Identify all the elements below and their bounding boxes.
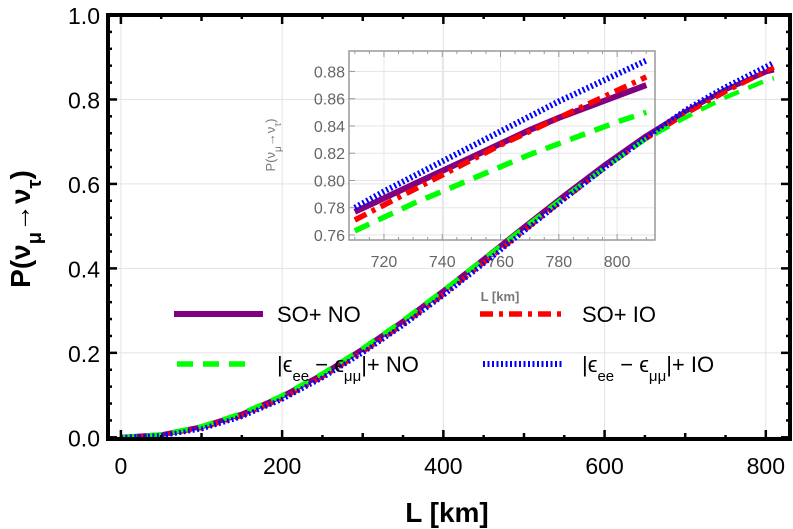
label-subscript: τ bbox=[273, 123, 284, 127]
inset-series-line bbox=[353, 109, 648, 234]
inset-x-tick-label: 780 bbox=[545, 254, 572, 271]
y-axis-label: P(νμ→ντ) bbox=[5, 170, 46, 288]
label-text: ) bbox=[263, 118, 278, 122]
inset-x-tick-label: 800 bbox=[604, 254, 631, 271]
label-subscript: μμ bbox=[649, 368, 666, 385]
inset-y-tick-label: 0.76 bbox=[314, 228, 345, 245]
legend: SO+ NO SO+ IO|ϵee − ϵμμ|+ NO |ϵee − ϵμμ|+ … bbox=[174, 302, 714, 385]
legend-label: SO+ IO bbox=[582, 302, 656, 327]
inset-y-tick-label: 0.78 bbox=[314, 201, 345, 218]
label-text: P(ν bbox=[263, 152, 278, 172]
series-line bbox=[120, 65, 775, 439]
inset-curves bbox=[353, 57, 648, 234]
inset-series-line bbox=[353, 74, 648, 223]
inset-y-tick-label: 0.82 bbox=[314, 146, 345, 163]
y-tick-label: 0.0 bbox=[68, 425, 100, 451]
label-text: ) bbox=[5, 170, 36, 179]
label-text: SO+ IO bbox=[582, 302, 656, 327]
legend-label: |ϵee − ϵμμ|+ NO bbox=[277, 352, 419, 385]
inset-series-line bbox=[353, 57, 648, 211]
label-subscript: μμ bbox=[344, 368, 361, 385]
y-tick-label: 0.2 bbox=[68, 341, 100, 367]
inset-x-tick-label: 740 bbox=[429, 254, 456, 271]
label-text: →ν bbox=[5, 188, 36, 232]
y-tick-label: 0.6 bbox=[68, 172, 100, 198]
legend-item: |ϵee − ϵμμ|+ NO bbox=[177, 352, 419, 385]
inset-frame bbox=[348, 50, 656, 241]
main-frame: 0 200 400 600 800 0.0 0.2 0.4 0.6 0.8 1.0 bbox=[68, 3, 792, 479]
label-subscript: μ bbox=[273, 146, 284, 152]
x-tick-label: 0 bbox=[114, 453, 127, 479]
inset-y-tick-label: 0.88 bbox=[314, 64, 345, 81]
label-text: SO+ NO bbox=[277, 302, 361, 327]
label-text: |+ NO bbox=[361, 352, 419, 377]
plot-frame bbox=[106, 13, 792, 441]
legend-label: |ϵee − ϵμμ|+ IO bbox=[582, 352, 714, 385]
label-text: P(ν bbox=[5, 244, 36, 288]
label-subscript: μ bbox=[24, 232, 46, 244]
label-text: →ν bbox=[263, 127, 278, 147]
label-text: |ϵ bbox=[277, 352, 292, 377]
inset-plot: 720 740 760 780 800 0.76 0.78 0.80 0.82 0.84 0.86 0… bbox=[263, 50, 656, 304]
inset-y-tick-label: 0.86 bbox=[314, 92, 345, 109]
legend-item: |ϵee − ϵμμ|+ IO bbox=[483, 352, 714, 385]
label-text: − ϵ bbox=[309, 352, 344, 377]
series-line bbox=[120, 60, 776, 439]
label-text: − ϵ bbox=[614, 352, 649, 377]
label-text: |+ IO bbox=[666, 352, 714, 377]
inset-y-axis-label: P(νμ→ντ) bbox=[263, 118, 284, 171]
y-tick-label: 1.0 bbox=[68, 3, 100, 29]
legend-label: SO+ NO bbox=[277, 302, 361, 327]
x-tick-label: 800 bbox=[747, 453, 785, 479]
legend-item: SO+ IO bbox=[480, 302, 656, 327]
x-axis-label: L [km] bbox=[405, 497, 489, 528]
inset-x-axis-label: L [km] bbox=[481, 289, 520, 304]
main-curves bbox=[120, 60, 776, 439]
y-tick-label: 0.8 bbox=[68, 87, 100, 113]
inset-x-tick-label: 760 bbox=[487, 254, 514, 271]
inset-y-tick-label: 0.84 bbox=[314, 119, 345, 136]
label-subscript: ee bbox=[597, 368, 614, 385]
x-tick-label: 600 bbox=[585, 453, 623, 479]
y-tick-label: 0.4 bbox=[68, 256, 100, 282]
x-tick-label: 200 bbox=[263, 453, 301, 479]
inset-x-tick-label: 720 bbox=[371, 254, 398, 271]
series-line bbox=[120, 76, 775, 439]
x-tick-label: 400 bbox=[424, 453, 462, 479]
legend-item: SO+ NO bbox=[174, 302, 361, 327]
label-subscript: ee bbox=[292, 368, 309, 385]
label-text: |ϵ bbox=[582, 352, 597, 377]
label-subscript: τ bbox=[24, 179, 46, 188]
inset-y-tick-label: 0.80 bbox=[314, 173, 345, 190]
